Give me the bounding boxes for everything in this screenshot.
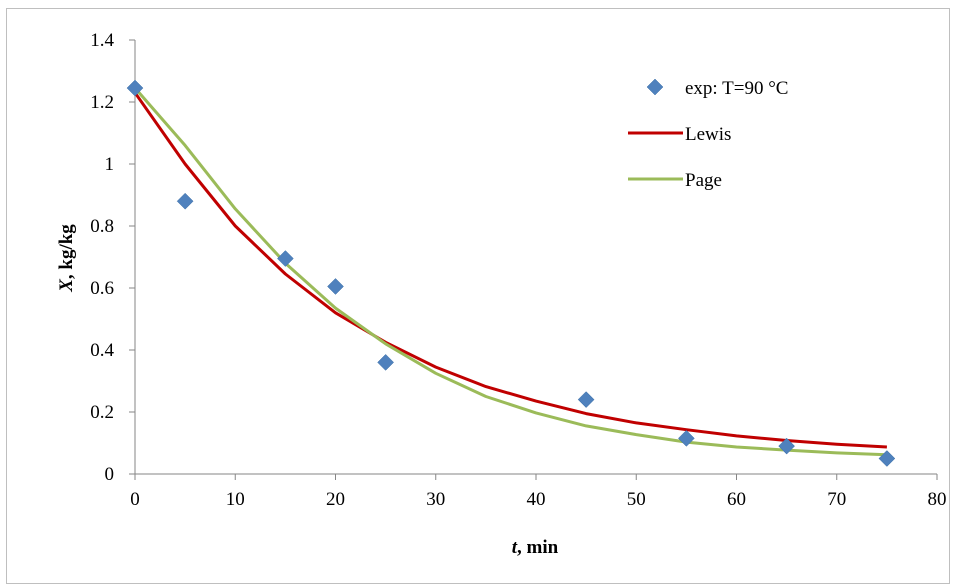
x-tick-label: 30 (426, 489, 445, 510)
legend-label-lewis: Lewis (685, 124, 731, 145)
y-tick-label: 0.2 (90, 402, 114, 423)
data-point-marker (778, 437, 795, 455)
data-point-marker (277, 250, 294, 267)
axes (134, 40, 937, 475)
y-tick-label: 0.6 (90, 278, 114, 299)
y-tick-label: 1 (105, 154, 115, 175)
legend-label-exp: exp: T=90 °C (685, 78, 788, 99)
x-tick-label: 50 (627, 489, 646, 510)
y-tick-label: 0 (105, 464, 115, 485)
chart-frame (6, 8, 950, 584)
data-point-marker (126, 79, 144, 97)
legend: exp: T=90 °C Lewis Page (628, 78, 788, 191)
series-layer (126, 79, 896, 467)
x-tick-label: 40 (527, 489, 546, 510)
x-axis-ticks: 0 10 20 30 40 50 60 70 80 (130, 474, 947, 510)
data-point-marker (327, 278, 344, 295)
series-line-page (133, 87, 887, 457)
y-tick-label: 0.8 (90, 216, 114, 237)
data-point-marker (878, 450, 896, 467)
y-tick-label: 0.4 (90, 340, 114, 361)
data-point-marker (176, 192, 194, 210)
data-point-marker (377, 354, 394, 371)
x-tick-label: 0 (130, 489, 140, 510)
data-point-marker (678, 429, 695, 447)
x-tick-label: 10 (226, 489, 245, 510)
x-axis-title: t, min (512, 537, 559, 558)
y-tick-label: 1.2 (90, 92, 114, 113)
y-axis-title: X, kg/kg (56, 224, 77, 293)
x-tick-label: 60 (727, 489, 746, 510)
legend-label-page: Page (685, 170, 722, 191)
x-tick-label: 80 (928, 489, 947, 510)
x-tick-label: 20 (326, 489, 345, 510)
series-line-lewis (133, 91, 887, 449)
x-tick-label: 70 (827, 489, 846, 510)
y-axis-ticks: 0 0.2 0.4 0.6 0.8 1 1.2 1.4 (90, 30, 135, 485)
legend-marker-exp (646, 78, 664, 96)
data-point-marker (577, 391, 595, 408)
y-tick-label: 1.4 (90, 30, 114, 51)
